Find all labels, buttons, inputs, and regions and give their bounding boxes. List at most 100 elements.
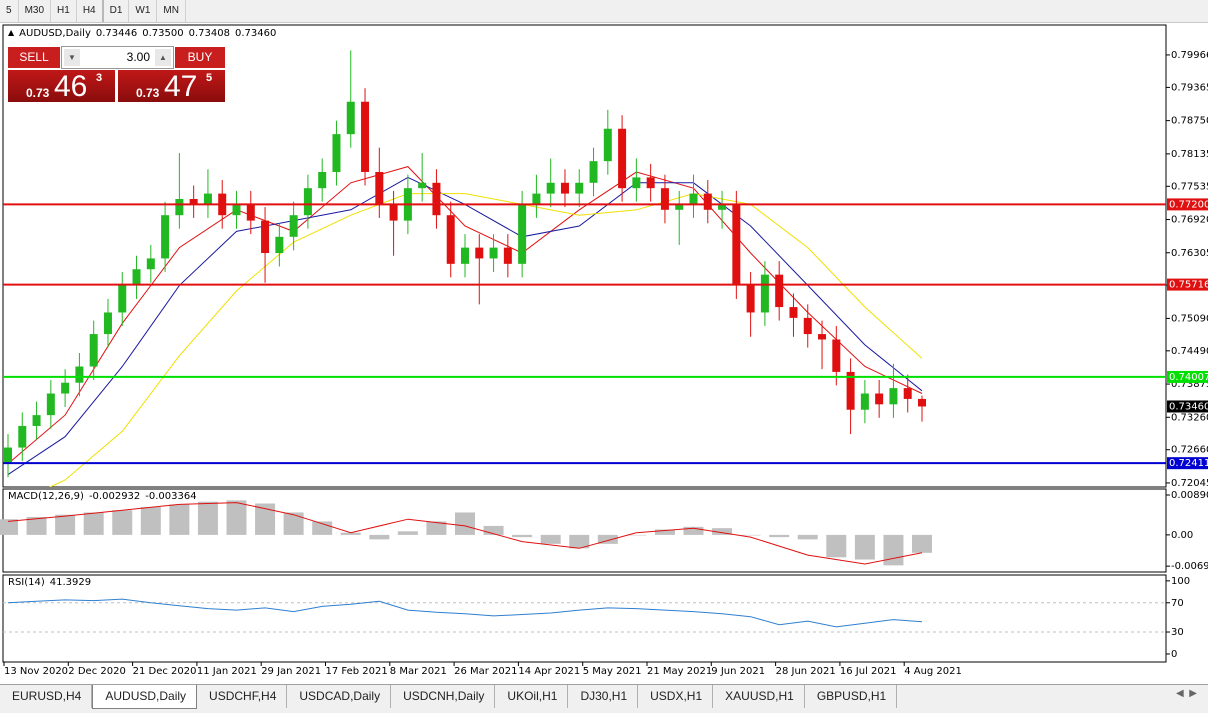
candle-body: [918, 398, 926, 407]
price-small: 3: [96, 72, 103, 84]
y-tick-label: 0.77535: [1171, 181, 1208, 192]
macd-bar: [769, 534, 790, 538]
timeframe-button[interactable]: 5: [0, 0, 19, 22]
candle-body: [446, 215, 455, 264]
tab-scroll[interactable]: ◀ ▶: [1176, 688, 1197, 699]
macd-bar: [369, 534, 390, 540]
buy-button[interactable]: BUY: [174, 46, 226, 69]
y-tick-label: 0.76305: [1171, 248, 1208, 259]
macd-bar: [397, 531, 418, 535]
macd-readout: -0.003364: [145, 491, 197, 502]
lot-increase[interactable]: ▲: [155, 49, 171, 66]
macd-bar: [512, 534, 533, 538]
candle-body: [532, 193, 541, 205]
macd-bar: [169, 504, 190, 535]
price-small: 5: [206, 72, 213, 84]
macd-title: MACD(12,26,9): [8, 491, 84, 502]
macd-bar: [483, 525, 504, 535]
timeframe-button[interactable]: MN: [157, 0, 186, 22]
rsi-readout: 41.3929: [49, 577, 92, 588]
macd-bar: [797, 534, 818, 540]
macd-bar: [712, 528, 733, 535]
current-price-label: 0.73460: [1169, 401, 1208, 412]
macd-header: MACD(12,26,9) -0.002932 -0.003364: [8, 491, 197, 502]
x-tick-label: 11 Jan 2021: [197, 666, 257, 677]
candle-body: [546, 182, 555, 194]
chart-tab[interactable]: USDCAD,Daily: [287, 685, 392, 708]
macd-bar: [455, 512, 475, 535]
candle-body: [303, 188, 312, 216]
chart-tab[interactable]: AUDUSD,Daily: [92, 685, 198, 709]
candle-body: [346, 101, 355, 135]
x-tick-label: 9 Jun 2021: [711, 666, 765, 677]
candle-body: [760, 274, 769, 313]
y-tick-label: 0.73875: [1171, 379, 1208, 390]
ohlc-value: 0.73500: [142, 28, 184, 39]
macd-bar: [340, 532, 361, 535]
sell-button[interactable]: SELL: [7, 46, 61, 69]
candle-body: [18, 425, 27, 448]
price-prefix: 0.73: [136, 86, 160, 100]
candle-body: [818, 334, 827, 340]
timeframe-button[interactable]: W1: [129, 0, 158, 22]
chart-tab[interactable]: EURUSD,H4: [0, 685, 93, 708]
timeframe-button[interactable]: D1: [104, 0, 130, 22]
lot-decrease[interactable]: ▼: [64, 49, 80, 66]
rsi-line: [7, 598, 923, 628]
macd-bar: [826, 534, 847, 558]
macd-bar: [112, 510, 133, 535]
chart-tab[interactable]: USDX,H1: [638, 685, 714, 708]
level-label-box: [1167, 198, 1208, 211]
candle-body: [618, 128, 627, 189]
chart-tab[interactable]: GBPUSD,H1: [805, 685, 898, 708]
candle-body: [832, 339, 841, 372]
candle-body: [61, 382, 70, 394]
x-tick-label: 16 Jul 2021: [840, 666, 897, 677]
candle-body: [518, 204, 527, 264]
candle-body: [689, 193, 698, 205]
candle-body: [660, 188, 669, 210]
timeframe-button[interactable]: H4: [77, 0, 104, 22]
level-label-box: [1167, 370, 1208, 383]
candle-body: [132, 269, 141, 286]
candle-body: [289, 215, 298, 237]
lot-input[interactable]: ▼ 3.00 ▲: [61, 46, 174, 69]
lot-value[interactable]: 3.00: [126, 50, 150, 64]
macd-bar: [83, 512, 104, 535]
y-tick-label: -0.006977: [1171, 561, 1208, 572]
chart-tab[interactable]: USDCHF,H4: [197, 685, 288, 708]
y-tick-label: 70: [1171, 598, 1184, 609]
chart-tab[interactable]: USDCNH,Daily: [391, 685, 496, 708]
macd-bar: [140, 507, 161, 535]
candle-body: [361, 101, 370, 172]
panel-frame: [2, 488, 1167, 573]
chart-tab[interactable]: UKOil,H1: [495, 685, 569, 708]
candle-body: [889, 388, 898, 405]
candle-body: [4, 447, 12, 464]
timeframe-button[interactable]: M30: [19, 0, 52, 22]
candle-body: [32, 415, 41, 426]
candle-body: [175, 198, 184, 216]
candle-body: [775, 274, 784, 308]
candle-body: [261, 220, 270, 254]
candle-body: [803, 317, 812, 335]
level-label: 0.72411: [1169, 458, 1208, 469]
bid-price[interactable]: 0.73 46 3: [7, 69, 116, 103]
candle-body: [389, 204, 398, 221]
candle-body: [103, 312, 112, 335]
candle-body: [232, 204, 241, 216]
ask-price[interactable]: 0.73 47 5: [117, 69, 226, 103]
candle-body: [318, 171, 327, 189]
candle-body: [189, 198, 198, 205]
chart-tab[interactable]: XAUUSD,H1: [713, 685, 805, 708]
chart-tab[interactable]: DJ30,H1: [568, 685, 639, 708]
x-tick-label: 2 Dec 2020: [68, 666, 126, 677]
price-big: 47: [164, 70, 198, 103]
candle-body: [732, 204, 741, 286]
collapse-icon[interactable]: ▲: [8, 28, 15, 37]
y-tick-label: 0.00: [1171, 530, 1193, 541]
timeframe-button[interactable]: H1: [51, 0, 77, 22]
x-tick-label: 14 Apr 2021: [518, 666, 580, 677]
